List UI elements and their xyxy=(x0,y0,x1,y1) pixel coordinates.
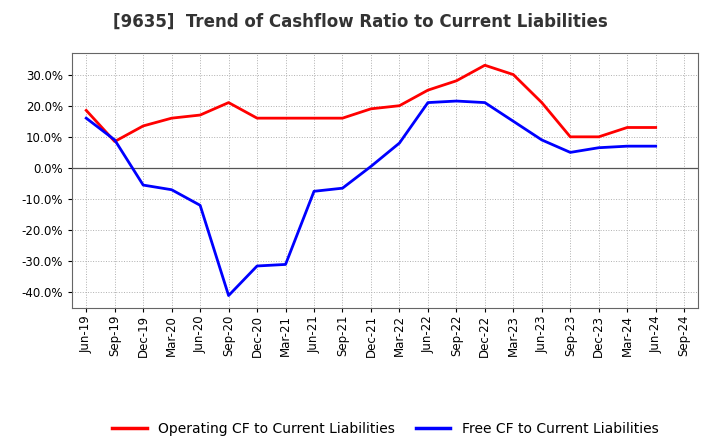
Text: [9635]  Trend of Cashflow Ratio to Current Liabilities: [9635] Trend of Cashflow Ratio to Curren… xyxy=(112,13,608,31)
Legend: Operating CF to Current Liabilities, Free CF to Current Liabilities: Operating CF to Current Liabilities, Fre… xyxy=(107,416,664,440)
